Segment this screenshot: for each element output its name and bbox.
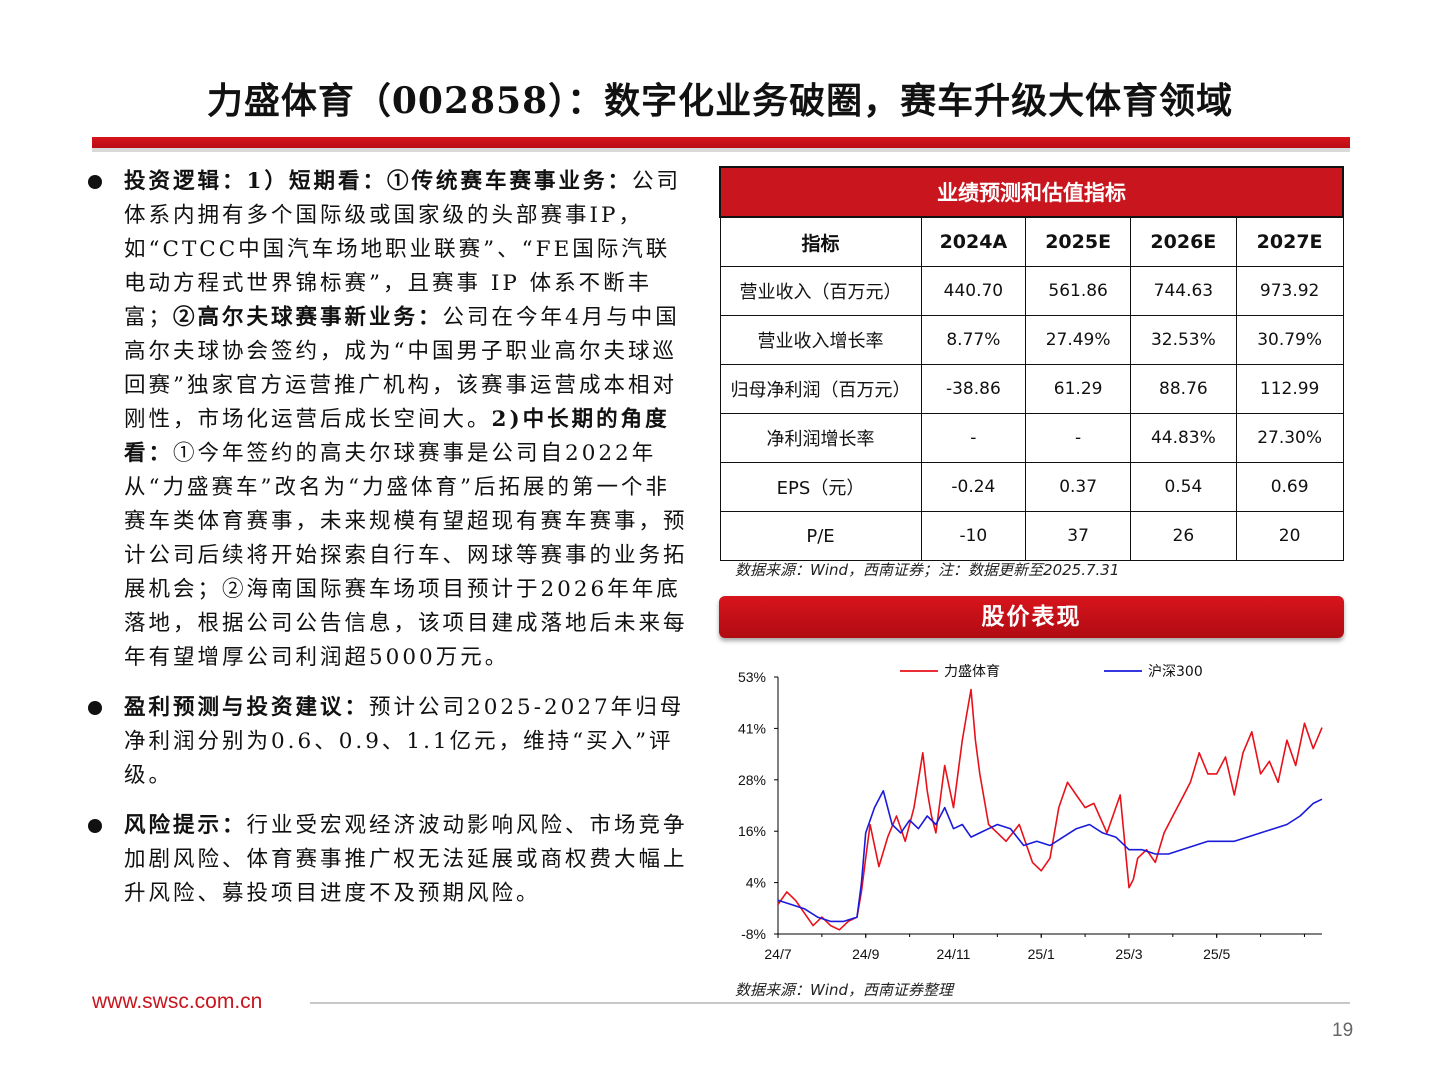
page-number: 19 — [1332, 1020, 1354, 1041]
x-tick-label: 24/11 — [936, 946, 970, 962]
series-line-2 — [777, 790, 1323, 923]
table-header-row: 指标 2024A 2025E 2026E 2027E — [719, 216, 1344, 267]
x-tick-label: 25/5 — [1203, 946, 1230, 962]
bullet-text: 风险提示：行业受宏观经济波动影响风险、市场竞争加剧风险、体育赛事推广权无法延展或… — [124, 809, 688, 911]
table-row-label: 营业收入增长率 — [719, 315, 922, 365]
x-tick-label: 25/3 — [1115, 946, 1142, 962]
bullet-item: 风险提示：行业受宏观经济波动影响风险、市场竞争加剧风险、体育赛事推广权无法延展或… — [88, 809, 688, 911]
table-cell: 973.92 — [1235, 266, 1344, 316]
table-header-cell: 2025E — [1025, 216, 1131, 267]
bullet-dot-icon — [88, 819, 102, 833]
forecast-table-container: 业绩预测和估值指标 指标 2024A 2025E 2026E 2027E 营业收… — [719, 166, 1344, 561]
bullet-text-run: 公司在今年4月与中国高尔夫球协会签约，成为“中国男子职业高尔夫球巡回赛”独家官方… — [124, 305, 680, 432]
title-accent-bar — [92, 137, 1350, 148]
bullet-text-run: 公司体系内拥有多个国际级或国家级的头部赛事IP，如“CTCC中国汽车场地职业联赛… — [124, 169, 681, 330]
y-tick-label: 4% — [746, 875, 766, 891]
table-row-label: 归母净利润（百万元） — [719, 364, 922, 414]
bullet-bold-run: 2)中长期的角度看： — [124, 407, 670, 466]
bullet-heading: 投资逻辑： — [124, 169, 247, 194]
table-cell: 44.83% — [1130, 413, 1237, 463]
stock-price-chart: 53% 41% 28% 16% 4% -8% 24/7 24/9 24/11 25/1 25/3 25… — [738, 664, 1323, 962]
table-cell: 32.53% — [1130, 315, 1237, 365]
y-tick-label: -8% — [741, 926, 766, 942]
page-title: 力盛体育（002858）：数字化业务破圈，赛车升级大体育领域 — [206, 80, 1234, 122]
bullet-dot-icon — [88, 701, 102, 715]
table-cell: 561.86 — [1025, 266, 1131, 316]
bullet-text-run: 预计公司2025-2027年归母净利润分别为0.6、0.9、1.1亿元，维持“买… — [124, 695, 685, 788]
table-row-label: P/E — [719, 511, 922, 561]
table-cell: 440.70 — [920, 266, 1027, 316]
y-tick-label: 41% — [738, 720, 766, 736]
table-cell: 0.69 — [1235, 462, 1344, 512]
table-row-label: 净利润增长率 — [719, 413, 922, 463]
table-row-label: 营业收入（百万元） — [719, 266, 922, 316]
table-cell: -0.24 — [920, 462, 1027, 512]
table-cell: - — [1025, 413, 1131, 463]
bullet-text-run: ①今年签约的高夫尔球赛事是公司自2022年从“力盛赛车”改名为“力盛体育”后拓展… — [124, 441, 688, 670]
table-cell: 8.77% — [920, 315, 1027, 365]
table-header-cell: 2027E — [1235, 216, 1344, 267]
bullet-list: 投资逻辑：1）短期看：①传统赛车赛事业务：公司体系内拥有多个国际级或国家级的头部… — [88, 165, 688, 927]
y-tick-label: 16% — [738, 823, 766, 839]
table-cell: 27.49% — [1025, 315, 1131, 365]
bullet-heading: 风险提示： — [124, 813, 247, 838]
table-header-cell: 2024A — [920, 216, 1027, 267]
table-row: 营业收入增长率 8.77% 27.49% 32.53% 30.79% — [719, 315, 1344, 365]
bullet-heading: 盈利预测与投资建议： — [124, 695, 370, 720]
table-cell: 0.37 — [1025, 462, 1131, 512]
bullet-text-run: 行业受宏观经济波动影响风险、市场竞争加剧风险、体育赛事推广权无法延展或商权费大幅… — [124, 813, 688, 906]
table-row: 净利润增长率 - -44.83% 27.30% — [719, 413, 1344, 463]
x-tick-label: 25/1 — [1028, 946, 1055, 962]
table-cell: -38.86 — [920, 364, 1027, 414]
stock-performance-banner: 股价表现 — [719, 596, 1344, 638]
forecast-table: 业绩预测和估值指标 指标 2024A 2025E 2026E 2027E 营业收… — [719, 166, 1344, 561]
table-row-label: EPS（元） — [719, 462, 922, 512]
y-tick-label: 53% — [738, 669, 766, 685]
table-cell: 37 — [1025, 511, 1131, 561]
chart-source-note: 数据来源：Wind，西南证券整理 — [735, 981, 954, 999]
bullet-text: 盈利预测与投资建议：预计公司2025-2027年归母净利润分别为0.6、0.9、… — [124, 691, 688, 793]
table-caption: 业绩预测和估值指标 — [719, 166, 1344, 218]
table-cell: 88.76 — [1130, 364, 1237, 414]
table-source-note: 数据来源：Wind，西南证券；注：数据更新至2025.7.31 — [735, 561, 1120, 579]
table-cell: 0.54 — [1130, 462, 1237, 512]
table-cell: -10 — [920, 511, 1027, 561]
table-cell: 112.99 — [1235, 364, 1344, 414]
bullet-bold-run: ②高尔夫球赛事新业务： — [173, 305, 443, 330]
footer-url: www.swsc.com.cn — [92, 990, 263, 1013]
bullet-dot-icon — [88, 175, 102, 189]
table-cell: - — [920, 413, 1027, 463]
table-header-cell: 2026E — [1130, 216, 1237, 267]
series-line-1 — [777, 688, 1323, 931]
table-cell: 61.29 — [1025, 364, 1131, 414]
table-cell: 744.63 — [1130, 266, 1237, 316]
table-row: EPS（元） -0.24 0.37 0.54 0.69 — [719, 462, 1344, 512]
legend-label: 力盛体育 — [944, 664, 1000, 680]
bullet-bold-run: 1）短期看：①传统赛车赛事业务： — [246, 169, 632, 194]
y-tick-label: 28% — [738, 772, 766, 788]
table-cell: 20 — [1235, 511, 1344, 561]
footer-divider — [310, 1002, 1350, 1004]
x-tick-label: 24/9 — [852, 946, 879, 962]
table-cell: 27.30% — [1235, 413, 1344, 463]
table-row: 归母净利润（百万元） -38.86 61.29 88.76 112.99 — [719, 364, 1344, 414]
bullet-item: 盈利预测与投资建议：预计公司2025-2027年归母净利润分别为0.6、0.9、… — [88, 691, 688, 793]
table-header-cell: 指标 — [719, 216, 922, 267]
table-cell: 30.79% — [1235, 315, 1344, 365]
title-bar-shadow — [92, 148, 1350, 152]
bullet-text: 投资逻辑：1）短期看：①传统赛车赛事业务：公司体系内拥有多个国际级或国家级的头部… — [124, 165, 688, 675]
table-cell: 26 — [1130, 511, 1237, 561]
table-row: P/E -10 37 26 20 — [719, 511, 1344, 561]
x-tick-label: 24/7 — [764, 946, 791, 962]
bullet-item: 投资逻辑：1）短期看：①传统赛车赛事业务：公司体系内拥有多个国际级或国家级的头部… — [88, 165, 688, 675]
table-row: 营业收入（百万元） 440.70 561.86 744.63 973.92 — [719, 266, 1344, 316]
legend-label: 沪深300 — [1148, 664, 1203, 680]
